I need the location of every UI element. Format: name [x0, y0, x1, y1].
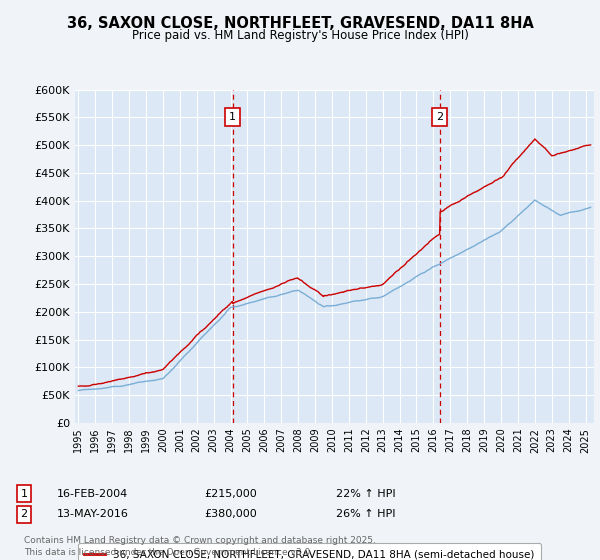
Text: 2: 2 — [20, 509, 28, 519]
Text: 36, SAXON CLOSE, NORTHFLEET, GRAVESEND, DA11 8HA: 36, SAXON CLOSE, NORTHFLEET, GRAVESEND, … — [67, 16, 533, 31]
Text: 2: 2 — [436, 113, 443, 123]
Text: Price paid vs. HM Land Registry's House Price Index (HPI): Price paid vs. HM Land Registry's House … — [131, 29, 469, 42]
Text: 22% ↑ HPI: 22% ↑ HPI — [336, 489, 395, 499]
Text: 1: 1 — [20, 489, 28, 499]
Text: £380,000: £380,000 — [204, 509, 257, 519]
Text: 26% ↑ HPI: 26% ↑ HPI — [336, 509, 395, 519]
Text: 1: 1 — [229, 113, 236, 123]
Text: £215,000: £215,000 — [204, 489, 257, 499]
Legend: 36, SAXON CLOSE, NORTHFLEET, GRAVESEND, DA11 8HA (semi-detached house), HPI: Ave: 36, SAXON CLOSE, NORTHFLEET, GRAVESEND, … — [77, 543, 541, 560]
Text: 13-MAY-2016: 13-MAY-2016 — [57, 509, 129, 519]
Text: 16-FEB-2004: 16-FEB-2004 — [57, 489, 128, 499]
Text: Contains HM Land Registry data © Crown copyright and database right 2025.
This d: Contains HM Land Registry data © Crown c… — [24, 536, 376, 557]
